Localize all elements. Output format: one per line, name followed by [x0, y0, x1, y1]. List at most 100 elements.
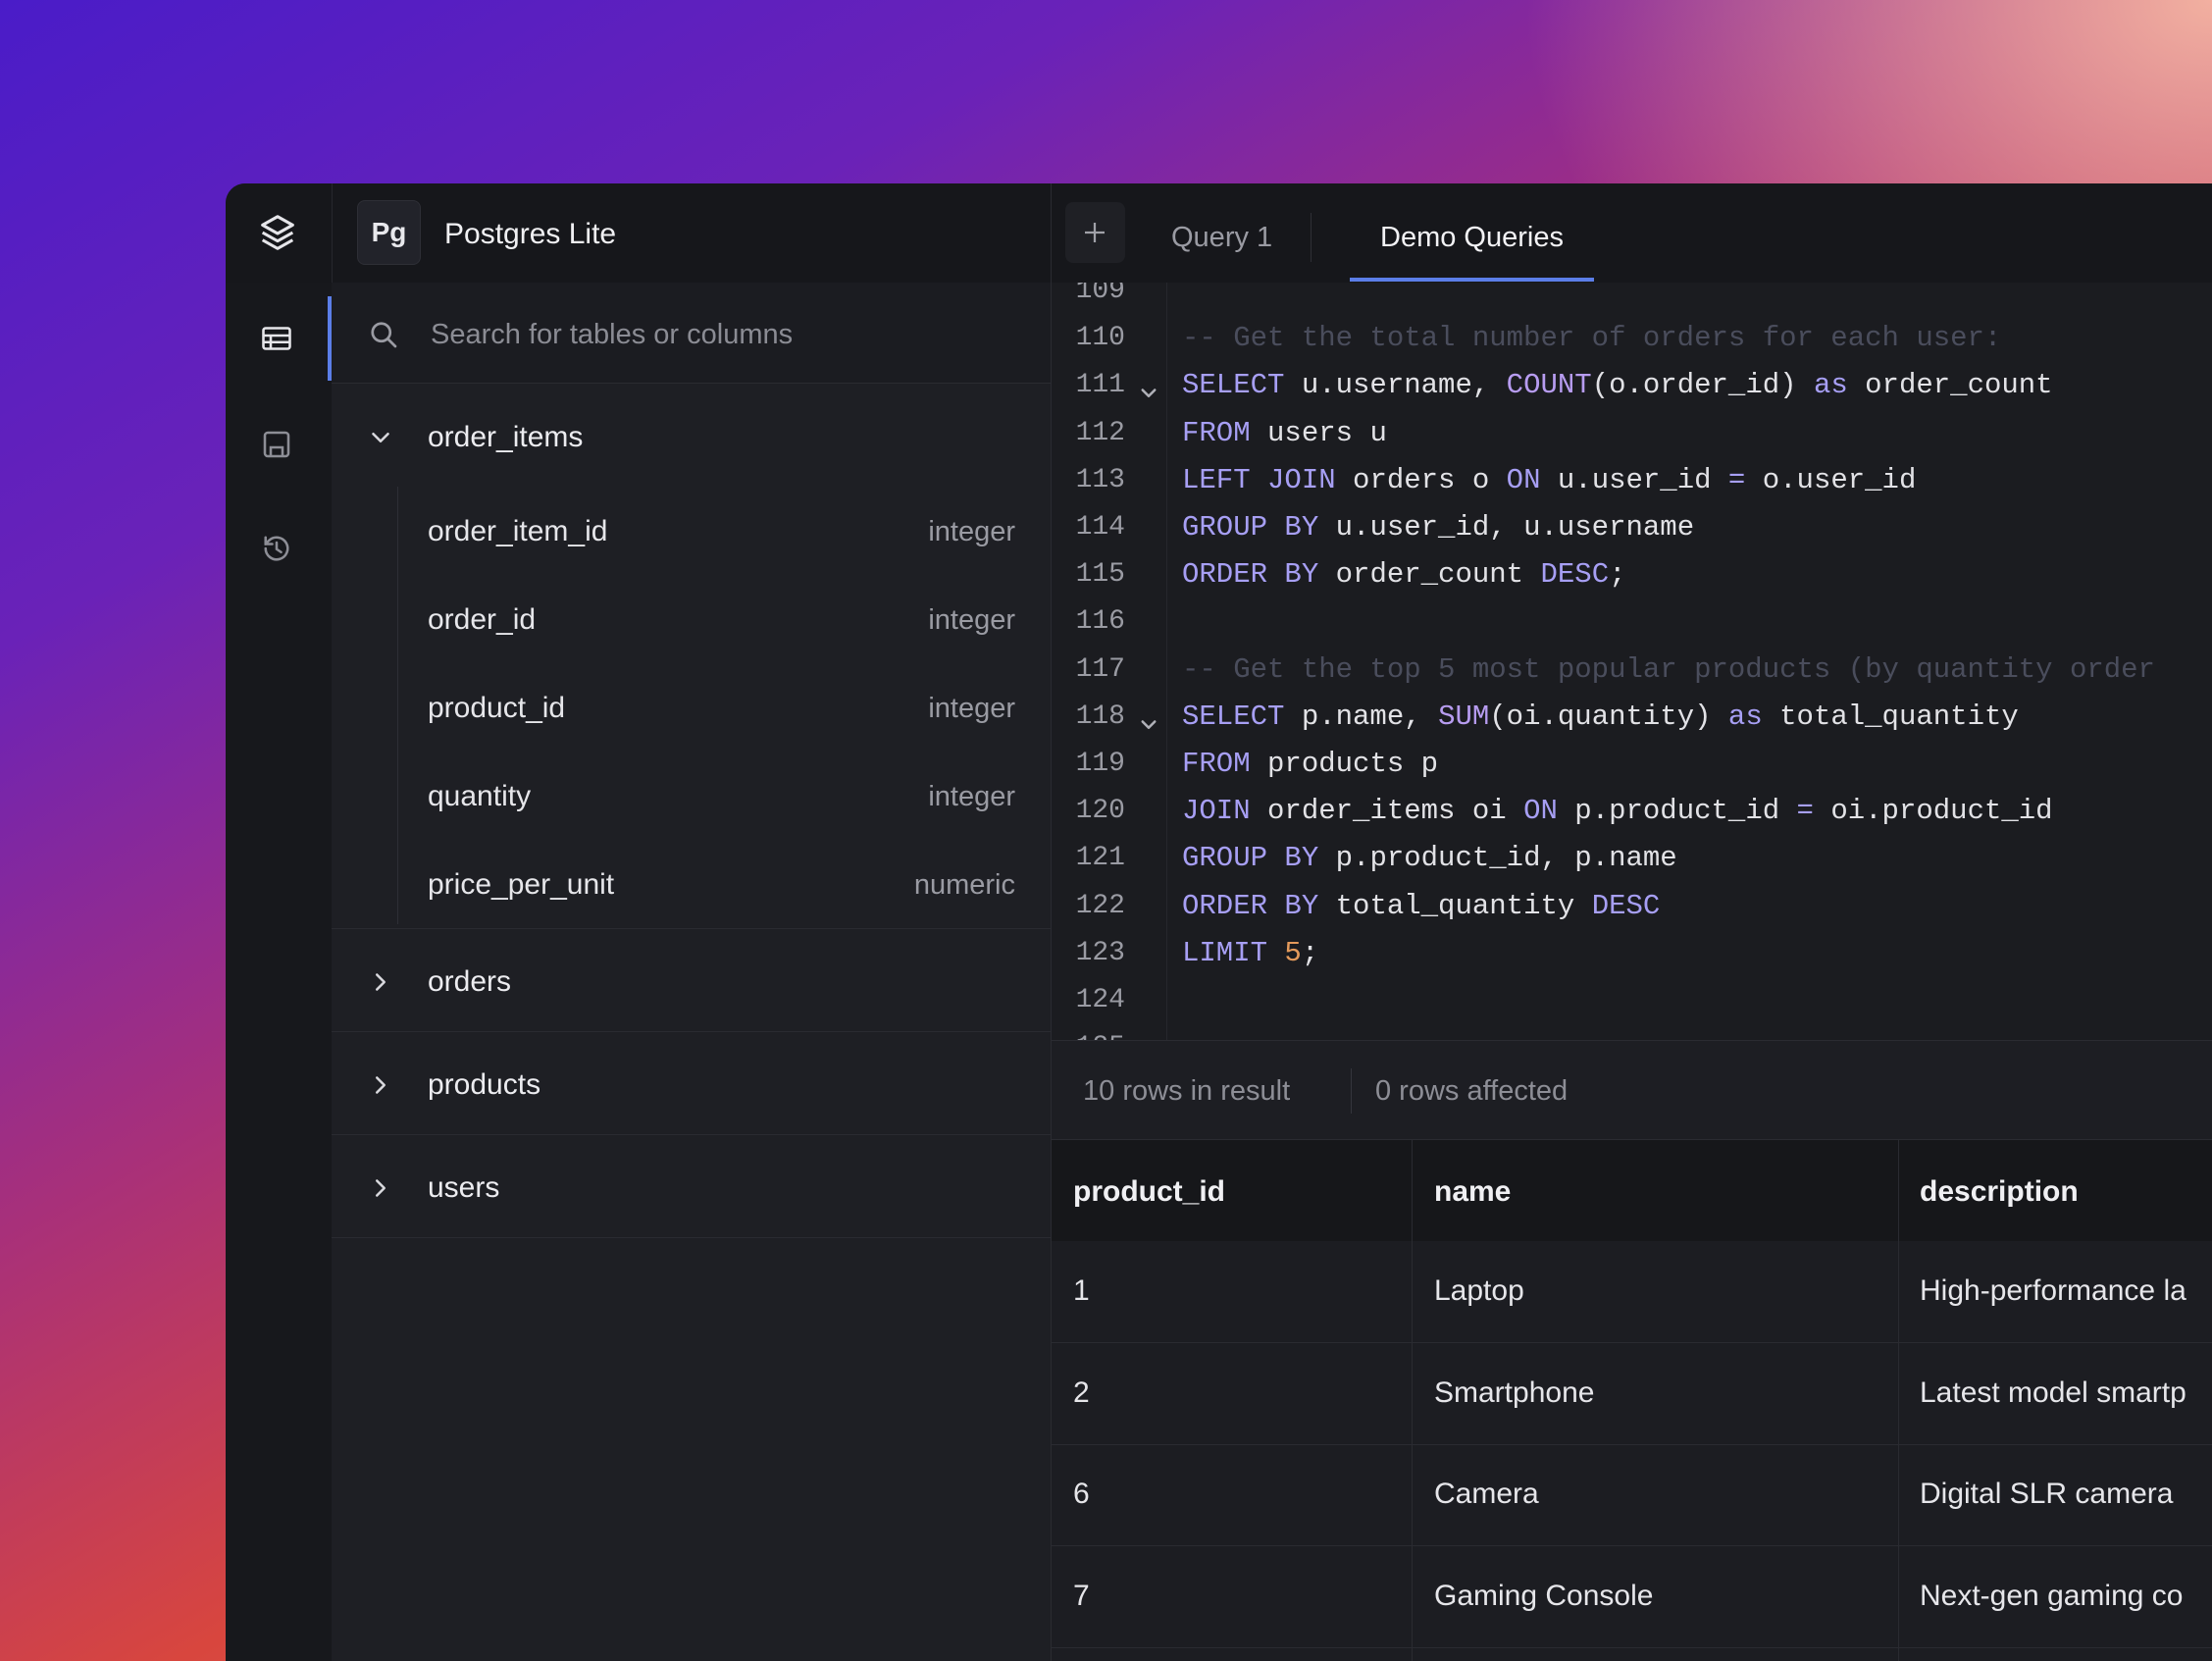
code-token: LIMIT — [1182, 936, 1268, 969]
column-name: product_id — [428, 692, 566, 724]
tables-icon[interactable] — [259, 321, 294, 356]
status-divider — [1351, 1068, 1352, 1114]
code-token: u.username, — [1284, 369, 1507, 402]
code-line: -- Get the top 5 most popular products (… — [1182, 647, 2155, 694]
line-number: 121 — [1075, 843, 1125, 874]
column-type: integer — [928, 516, 1015, 547]
code-token: oi.product_id — [1813, 795, 2053, 828]
cell: 1 — [1073, 1274, 1090, 1307]
code-token: = — [1727, 463, 1746, 496]
column-name: quantity — [428, 780, 532, 812]
code-line: SELECT u.username, COUNT(o.order_id) as … — [1182, 362, 2053, 409]
chevron — [376, 1076, 386, 1094]
column-divider — [1898, 1140, 1899, 1661]
cell: Next-gen gaming co — [1920, 1579, 2184, 1612]
column-name: price_per_unit — [428, 868, 615, 901]
line-number: 122 — [1075, 890, 1125, 921]
search-icon — [371, 322, 397, 348]
code-line: LEFT JOIN orders o ON u.user_id = o.user… — [1182, 457, 1916, 504]
tab[interactable]: Demo Queries — [1380, 222, 1564, 253]
save-icon[interactable] — [259, 427, 294, 462]
cell: Smartphone — [1434, 1376, 1595, 1409]
line-number: 114 — [1075, 512, 1125, 543]
code-line: SELECT p.name, SUM(oi.quantity) as total… — [1182, 694, 2019, 741]
tree-line — [397, 487, 398, 924]
db-badge: Pg — [371, 217, 407, 247]
line-number: 125 — [1052, 1020, 1125, 1040]
plus-icon[interactable] — [1080, 218, 1109, 247]
column-header: product_id — [1073, 1175, 1225, 1208]
active-indicator — [328, 296, 332, 381]
column-name: order_item_id — [428, 515, 608, 547]
code-token: -- Get the total number of orders for ea… — [1182, 322, 2002, 355]
code-line: ORDER BY total_quantity DESC — [1182, 883, 1660, 930]
line-number: 118 — [1075, 701, 1125, 732]
chevron — [376, 973, 386, 991]
code-line: -- Get the total number of orders for ea… — [1182, 315, 2001, 362]
rows-affected: 0 rows affected — [1375, 1075, 1569, 1107]
row-separator — [332, 1237, 1051, 1238]
search-placeholder: Search for tables or columns — [431, 319, 794, 350]
header-divider — [332, 183, 333, 283]
table-name: products — [428, 1068, 541, 1101]
row-separator — [1052, 1646, 2212, 1648]
code-line: ORDER BY order_count DESC; — [1182, 551, 1626, 598]
cell: Latest model smartp — [1920, 1376, 2186, 1409]
code-token: GROUP BY — [1182, 511, 1319, 544]
code-token: p.product_id — [1557, 795, 1797, 828]
app-window: 109 110 -- Get the total number of orders … — [226, 183, 2212, 1661]
tab-separator — [1311, 213, 1312, 262]
column-type: integer — [928, 604, 1015, 636]
gutter-divider — [1166, 283, 1167, 1040]
code-token: total_quantity — [1762, 700, 2019, 733]
active-tab-underline — [1350, 278, 1594, 282]
code-line: GROUP BY u.user_id, u.username — [1182, 504, 1694, 551]
code-token: SELECT — [1182, 700, 1285, 733]
fold-marker — [1141, 389, 1157, 398]
results-table: product_id name description 1 Laptop High-per… — [1052, 1140, 2212, 1661]
code-token: SUM — [1438, 700, 1490, 733]
cell: 6 — [1073, 1478, 1090, 1510]
code-token: ON — [1506, 463, 1541, 496]
code-line: LIMIT 5; — [1182, 930, 1318, 977]
panel-divider — [1051, 183, 1052, 1661]
column-name: order_id — [428, 603, 537, 636]
code-token: FROM — [1182, 748, 1251, 780]
column-type: integer — [928, 693, 1015, 724]
row-separator — [1052, 1545, 2212, 1546]
history-icon[interactable] — [259, 531, 294, 566]
code-token: GROUP BY — [1182, 842, 1319, 875]
icon-rail — [226, 283, 333, 1661]
line-number: 113 — [1075, 464, 1125, 495]
cell: Digital SLR camera — [1920, 1478, 2174, 1510]
column-divider — [1412, 1140, 1413, 1661]
code-token: COUNT — [1506, 369, 1592, 402]
line-number: 119 — [1075, 749, 1125, 779]
rows-in-result: 10 rows in result — [1083, 1075, 1291, 1107]
code-token: FROM — [1182, 416, 1251, 449]
code-token: (o.order_id) — [1591, 369, 1814, 402]
code-token: o.user_id — [1745, 463, 1917, 496]
table-header-bg — [1052, 1140, 2212, 1241]
code-token: DESC — [1591, 889, 1661, 922]
line-number: 116 — [1075, 606, 1125, 638]
code-token: ORDER BY — [1182, 889, 1319, 922]
cell: 2 — [1073, 1376, 1090, 1409]
tab[interactable]: Query 1 — [1171, 222, 1273, 253]
column-header: description — [1920, 1175, 2079, 1208]
code-editor[interactable]: 109 110 -- Get the total number of orders … — [1052, 283, 2212, 1040]
code-token — [1267, 937, 1284, 969]
code-token: products p — [1250, 748, 1439, 780]
schema-panel — [332, 283, 1051, 1661]
code-token: users u — [1250, 416, 1387, 449]
line-number: 120 — [1075, 796, 1125, 827]
code-token: (oi.quantity) — [1489, 700, 1728, 733]
code-token: u.user_id — [1540, 463, 1728, 496]
cell: Laptop — [1434, 1274, 1524, 1307]
code-token: 5 — [1284, 936, 1302, 969]
column-type: numeric — [913, 869, 1015, 901]
row-separator — [1052, 1342, 2212, 1343]
cell: 7 — [1073, 1579, 1090, 1612]
logo[interactable] — [255, 211, 300, 256]
